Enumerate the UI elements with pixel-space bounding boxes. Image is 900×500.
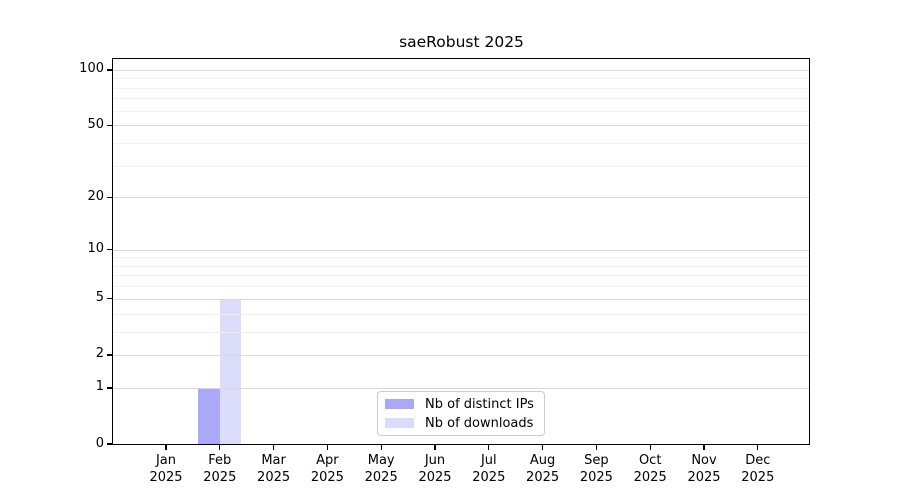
bar-downloads bbox=[219, 298, 242, 444]
x-tick-month: Feb bbox=[208, 453, 232, 468]
x-tick-mark bbox=[595, 444, 598, 450]
gridline-minor bbox=[113, 286, 809, 288]
legend-item-distinct-ips: Nb of distinct IPs bbox=[385, 397, 536, 412]
y-tick-label: 1 bbox=[95, 379, 104, 395]
gridline-minor bbox=[113, 265, 809, 267]
x-tick-year: 2025 bbox=[526, 470, 560, 485]
x-tick-mark bbox=[541, 444, 544, 450]
y-tick-label: 100 bbox=[79, 61, 104, 77]
x-tick-year: 2025 bbox=[149, 470, 183, 485]
y-tick-mark bbox=[107, 298, 113, 300]
legend-label-distinct-ips: Nb of distinct IPs bbox=[425, 396, 534, 412]
x-tick-label: Nov 2025 bbox=[677, 452, 731, 486]
gridline-minor bbox=[113, 165, 809, 167]
gridline-major bbox=[113, 69, 809, 71]
gridline-major bbox=[113, 298, 809, 300]
x-tick-label: Feb 2025 bbox=[193, 452, 247, 486]
y-tick-label: 0 bbox=[95, 435, 104, 451]
y-tick-mark bbox=[107, 196, 113, 198]
x-tick-month: Aug bbox=[529, 453, 556, 468]
x-tick-month: Sep bbox=[584, 453, 609, 468]
y-tick-mark bbox=[107, 249, 113, 251]
gridline-major bbox=[113, 197, 809, 199]
x-tick-label: Jan 2025 bbox=[139, 452, 193, 486]
legend-label-downloads: Nb of downloads bbox=[425, 415, 534, 431]
x-tick-label: Dec 2025 bbox=[731, 452, 785, 486]
x-tick-mark bbox=[757, 444, 759, 450]
plot-area bbox=[112, 58, 810, 445]
chart-title: saeRobust 2025 bbox=[399, 33, 524, 51]
y-tick-mark bbox=[107, 69, 113, 71]
y-tick-mark bbox=[107, 124, 113, 126]
x-tick-year: 2025 bbox=[741, 470, 775, 485]
x-tick-label: Jul 2025 bbox=[462, 452, 516, 486]
x-tick-mark bbox=[380, 444, 382, 450]
x-tick-year: 2025 bbox=[418, 470, 452, 485]
x-tick-label: Oct 2025 bbox=[623, 452, 677, 486]
x-tick-month: Nov bbox=[691, 453, 717, 468]
x-tick-year: 2025 bbox=[364, 470, 398, 485]
gridline-minor bbox=[113, 78, 809, 80]
x-tick-mark bbox=[434, 444, 436, 450]
x-tick-year: 2025 bbox=[633, 470, 667, 485]
x-tick-month: May bbox=[367, 453, 395, 468]
x-tick-mark bbox=[219, 444, 221, 450]
gridline-minor bbox=[113, 331, 809, 333]
gridline-major bbox=[113, 125, 809, 127]
y-tick-label: 50 bbox=[87, 116, 104, 132]
gridline-major bbox=[113, 249, 809, 251]
x-tick-label: Jun 2025 bbox=[408, 452, 462, 486]
x-tick-year: 2025 bbox=[579, 470, 613, 485]
y-tick-label: 10 bbox=[87, 241, 104, 257]
x-tick-label: Aug 2025 bbox=[516, 452, 570, 486]
legend-swatch-downloads bbox=[385, 418, 414, 428]
x-tick-month: Mar bbox=[261, 453, 286, 468]
gridline-major bbox=[113, 387, 809, 389]
gridline-minor bbox=[113, 275, 809, 277]
gridline-major bbox=[113, 354, 809, 356]
x-tick-mark bbox=[649, 444, 651, 450]
x-tick-month: Oct bbox=[638, 453, 662, 468]
legend-item-downloads: Nb of downloads bbox=[385, 416, 536, 431]
x-tick-label: Sep 2025 bbox=[569, 452, 623, 486]
gridline-minor bbox=[113, 313, 809, 315]
y-tick-mark bbox=[107, 443, 113, 445]
gridline-minor bbox=[113, 98, 809, 100]
x-tick-mark bbox=[272, 444, 275, 450]
gridline-minor bbox=[113, 142, 809, 144]
x-tick-year: 2025 bbox=[472, 470, 506, 485]
x-tick-month: Dec bbox=[745, 453, 771, 468]
legend-swatch-distinct-ips bbox=[385, 399, 414, 409]
x-tick-mark bbox=[488, 444, 490, 450]
x-tick-month: Jul bbox=[480, 453, 497, 468]
x-tick-label: May 2025 bbox=[354, 452, 408, 486]
x-tick-year: 2025 bbox=[687, 470, 721, 485]
gridline-minor bbox=[113, 87, 809, 89]
x-tick-year: 2025 bbox=[257, 470, 291, 485]
y-tick-mark bbox=[107, 387, 113, 389]
y-tick-mark bbox=[107, 354, 113, 356]
x-tick-mark bbox=[326, 444, 329, 450]
bar-distinct-ips bbox=[198, 387, 220, 444]
legend: Nb of distinct IPs Nb of downloads bbox=[377, 391, 545, 436]
y-tick-label: 20 bbox=[87, 188, 104, 204]
x-tick-label: Apr 2025 bbox=[300, 452, 354, 486]
gridline-minor bbox=[113, 257, 809, 259]
gridline-minor bbox=[113, 110, 809, 112]
y-tick-label: 5 bbox=[95, 290, 104, 306]
x-tick-year: 2025 bbox=[203, 470, 237, 485]
x-tick-mark bbox=[703, 444, 705, 450]
x-tick-label: Mar 2025 bbox=[247, 452, 301, 486]
x-tick-mark bbox=[165, 444, 167, 450]
x-tick-month: Jun bbox=[424, 453, 446, 468]
y-tick-label: 2 bbox=[95, 346, 104, 362]
x-tick-year: 2025 bbox=[310, 470, 344, 485]
x-tick-month: Apr bbox=[316, 453, 339, 468]
x-tick-month: Jan bbox=[155, 453, 177, 468]
